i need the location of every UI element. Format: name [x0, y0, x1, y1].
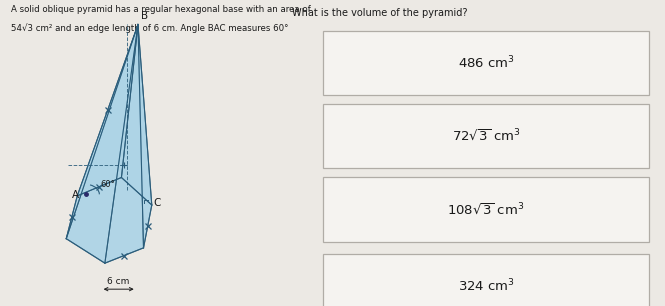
Polygon shape — [122, 24, 152, 205]
Text: 324 $\mathregular{cm}^3$: 324 $\mathregular{cm}^3$ — [458, 278, 515, 294]
Text: What is the volume of the pyramid?: What is the volume of the pyramid? — [291, 8, 467, 18]
Text: 60°: 60° — [100, 180, 116, 189]
Text: 54√3 cm² and an edge length of 6 cm. Angle BAC measures 60°: 54√3 cm² and an edge length of 6 cm. Ang… — [11, 23, 289, 32]
FancyBboxPatch shape — [323, 254, 650, 306]
Polygon shape — [66, 177, 152, 263]
Text: A: A — [72, 190, 79, 200]
Polygon shape — [77, 24, 138, 196]
Text: $72\mathregular{\sqrt{3}}\ \mathregular{cm}^3$: $72\mathregular{\sqrt{3}}\ \mathregular{… — [452, 129, 521, 144]
Polygon shape — [66, 24, 138, 239]
FancyBboxPatch shape — [323, 31, 650, 95]
Text: B: B — [141, 11, 148, 21]
FancyBboxPatch shape — [323, 177, 650, 242]
Text: A solid oblique pyramid has a regular hexagonal base with an area of: A solid oblique pyramid has a regular he… — [11, 5, 311, 13]
Text: 486 $\mathregular{cm}^3$: 486 $\mathregular{cm}^3$ — [458, 54, 515, 71]
FancyBboxPatch shape — [323, 104, 650, 168]
Text: $108\mathregular{\sqrt{3}}\ \mathregular{cm}^3$: $108\mathregular{\sqrt{3}}\ \mathregular… — [448, 202, 525, 217]
Text: C: C — [153, 199, 160, 208]
Text: 6 cm: 6 cm — [108, 277, 130, 286]
Polygon shape — [66, 24, 138, 263]
Polygon shape — [138, 24, 152, 248]
Polygon shape — [105, 24, 144, 263]
